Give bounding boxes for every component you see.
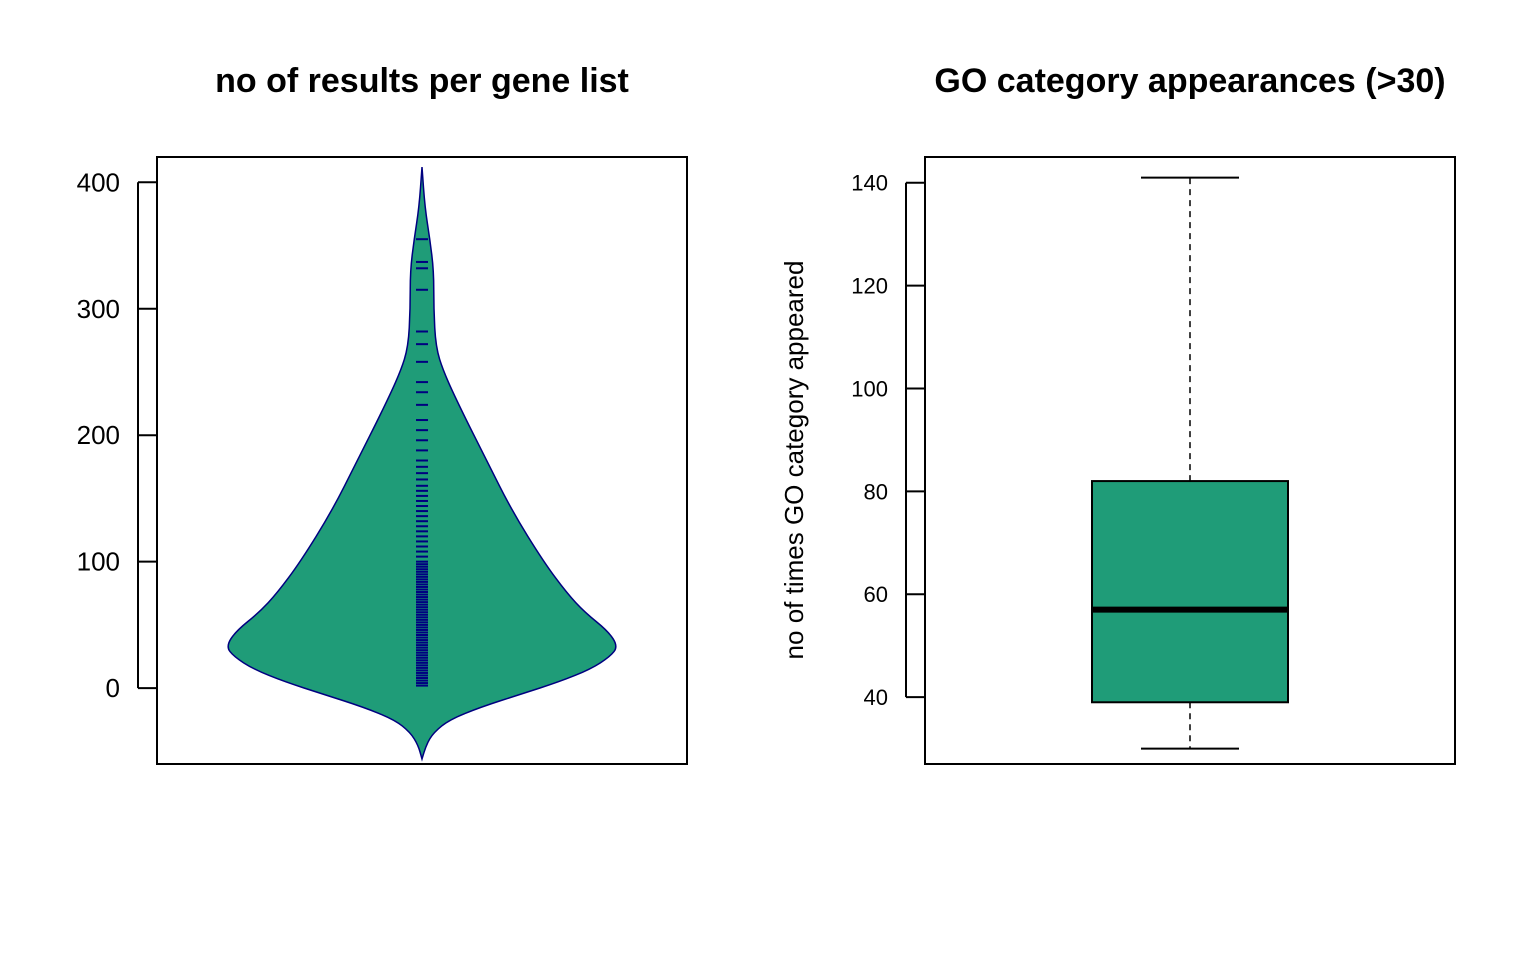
boxplot-y-axis: 40 60 80 100 120 140 xyxy=(851,171,925,710)
boxplot-box xyxy=(1091,480,1289,704)
violin-frame xyxy=(156,156,688,765)
boxplot-y-tick-label: 80 xyxy=(864,479,888,504)
boxplot-frame xyxy=(924,156,1456,765)
boxplot-panel: GO category appearances (>30) no of time… xyxy=(779,62,1456,765)
violin-y-axis: 0 100 200 300 400 xyxy=(77,167,157,703)
boxplot-y-tick-label: 40 xyxy=(864,685,888,710)
violin-plot-area xyxy=(227,167,617,762)
boxplot-title: GO category appearances (>30) xyxy=(934,62,1445,100)
violin-shape xyxy=(227,167,617,762)
boxplot-plot-area xyxy=(1091,176,1289,750)
violin-panel: no of results per gene list 0 100 200 300 40… xyxy=(77,62,688,765)
boxplot-y-tick-label: 100 xyxy=(851,376,888,401)
violin-y-tick-label: 400 xyxy=(77,167,120,197)
boxplot-y-tick-label: 120 xyxy=(851,274,888,299)
violin-y-tick-label: 200 xyxy=(77,420,120,450)
boxplot-ylabel: no of times GO category appeared xyxy=(779,261,809,660)
violin-y-tick-label: 300 xyxy=(77,294,120,324)
boxplot-y-tick-label: 60 xyxy=(864,582,888,607)
boxplot-y-tick-label: 140 xyxy=(851,171,888,196)
violin-y-tick-label: 0 xyxy=(106,673,120,703)
violin-y-tick-label: 100 xyxy=(77,547,120,577)
violin-title: no of results per gene list xyxy=(215,62,629,100)
